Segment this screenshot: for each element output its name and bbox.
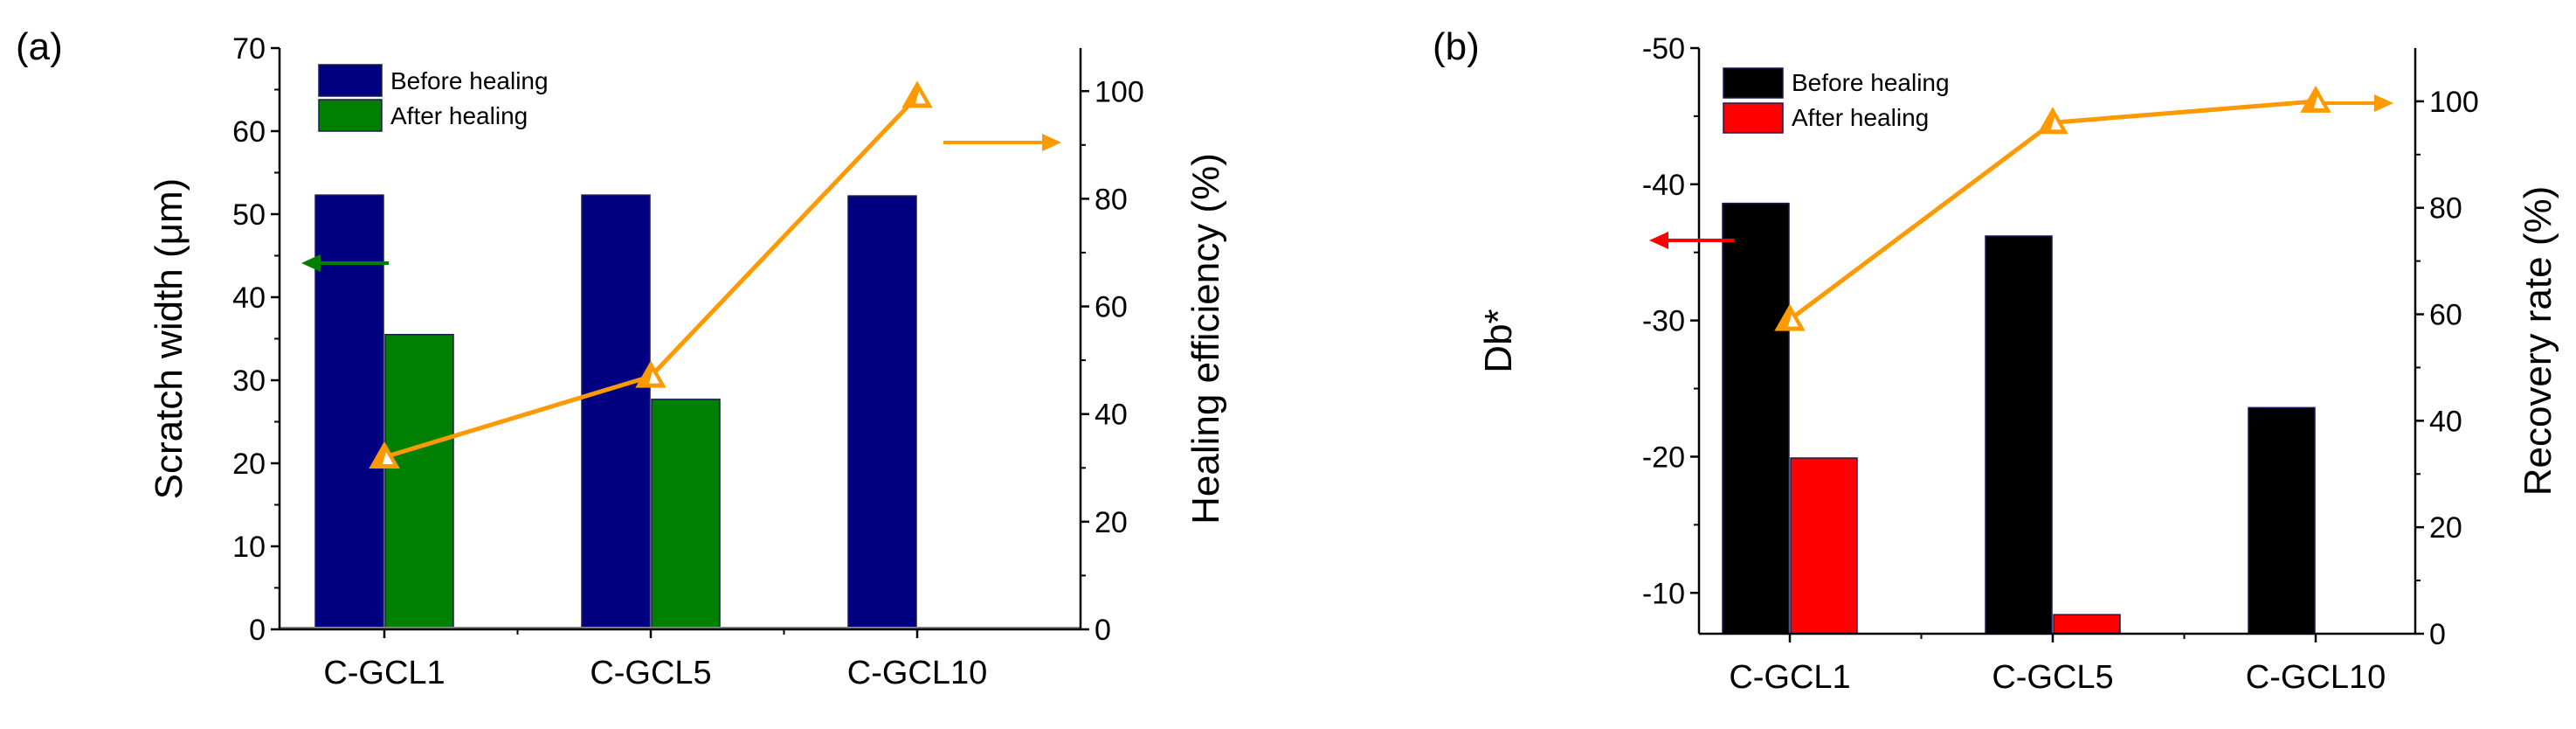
line-marker-highlight <box>1788 314 1799 327</box>
axis-indicator-arrowhead <box>301 254 321 272</box>
y-axis-title: Scratch width (μm) <box>148 178 190 500</box>
y-tick-label: 70 <box>232 32 266 66</box>
y-tick-label: -20 <box>1642 441 1685 474</box>
y2-tick-label: 20 <box>2429 511 2462 545</box>
axis-indicator-arrowhead <box>1042 134 1061 151</box>
y2-axis-title: Healing efficiency (%) <box>1184 153 1227 524</box>
y2-tick-label: 0 <box>1095 614 1111 647</box>
y2-tick-label: 100 <box>2429 86 2479 119</box>
y-tick-label: 30 <box>232 364 266 398</box>
bar <box>1722 202 1790 635</box>
axis-indicator-arrowhead <box>1649 232 1668 249</box>
y-tick-label: 0 <box>249 614 266 647</box>
bar <box>2053 614 2121 635</box>
x-tick-label: C-GCL1 <box>323 655 445 691</box>
y-tick-label: 20 <box>232 448 266 481</box>
panel-label: (b) <box>1433 25 1480 68</box>
legend-label: Before healing <box>390 67 549 94</box>
axis-indicator-arrowhead <box>2374 94 2393 112</box>
y-tick-label: -40 <box>1642 169 1685 202</box>
x-tick-label: C-GCL5 <box>1992 659 2113 696</box>
chart-panel-b: (b) -10 -20 -30 -40 -50 0 20 40 60 80 100 C-GCL1 C-GC… <box>1433 25 2559 696</box>
y2-tick-label: 100 <box>1095 75 1144 108</box>
legend-swatch <box>318 64 383 97</box>
y-tick-label: 40 <box>232 281 266 315</box>
series-line <box>383 94 919 460</box>
series-line <box>1788 99 2317 322</box>
y2-tick-label: 40 <box>2429 405 2462 438</box>
legend-label: After healing <box>1792 104 1929 131</box>
y2-tick-label: 80 <box>1095 183 1128 216</box>
bar <box>314 194 384 630</box>
legend-label: Before healing <box>1792 69 1950 96</box>
x-tick-label: C-GCL10 <box>2246 659 2386 696</box>
bar <box>581 194 651 630</box>
line-marker-highlight <box>2051 117 2061 130</box>
y-tick-label: 60 <box>232 115 266 149</box>
legend-label: After healing <box>390 102 528 129</box>
bar <box>651 399 721 630</box>
panel-label: (a) <box>16 25 63 68</box>
line-marker-highlight <box>383 451 393 464</box>
legend-swatch <box>318 99 383 132</box>
y2-tick-label: 40 <box>1095 399 1128 432</box>
y-axis-title: Db* <box>1477 309 1520 372</box>
y-tick-label: 50 <box>232 198 266 232</box>
bar <box>384 334 454 630</box>
y2-axis-title: Recovery rate (%) <box>2517 186 2559 496</box>
line-marker-highlight <box>2314 95 2324 108</box>
bar <box>847 195 917 630</box>
x-tick-label: C-GCL10 <box>847 655 988 691</box>
bar <box>2248 406 2316 635</box>
legend-swatch <box>1723 102 1784 134</box>
y-tick-label: -30 <box>1642 305 1685 338</box>
y2-tick-label: 60 <box>1095 291 1128 324</box>
y-tick-label: -10 <box>1642 577 1685 610</box>
y2-tick-label: 0 <box>2429 618 2446 651</box>
line-marker-highlight <box>915 91 926 104</box>
line-marker-highlight <box>649 371 660 384</box>
y2-tick-label: 60 <box>2429 299 2462 332</box>
legend-swatch <box>1723 67 1784 99</box>
bar <box>1790 457 1858 635</box>
y2-tick-label: 20 <box>1095 506 1128 539</box>
y-tick-label: -50 <box>1642 32 1685 66</box>
chart-panel-a: (a) 0 10 20 30 40 50 60 70 0 20 40 60 80 100 C-GCL1 C-GC… <box>16 25 1227 691</box>
x-tick-label: C-GCL1 <box>1729 659 1850 696</box>
bar <box>1985 235 2053 635</box>
x-tick-label: C-GCL5 <box>590 655 711 691</box>
y-tick-label: 10 <box>232 531 266 564</box>
y2-tick-label: 80 <box>2429 192 2462 226</box>
